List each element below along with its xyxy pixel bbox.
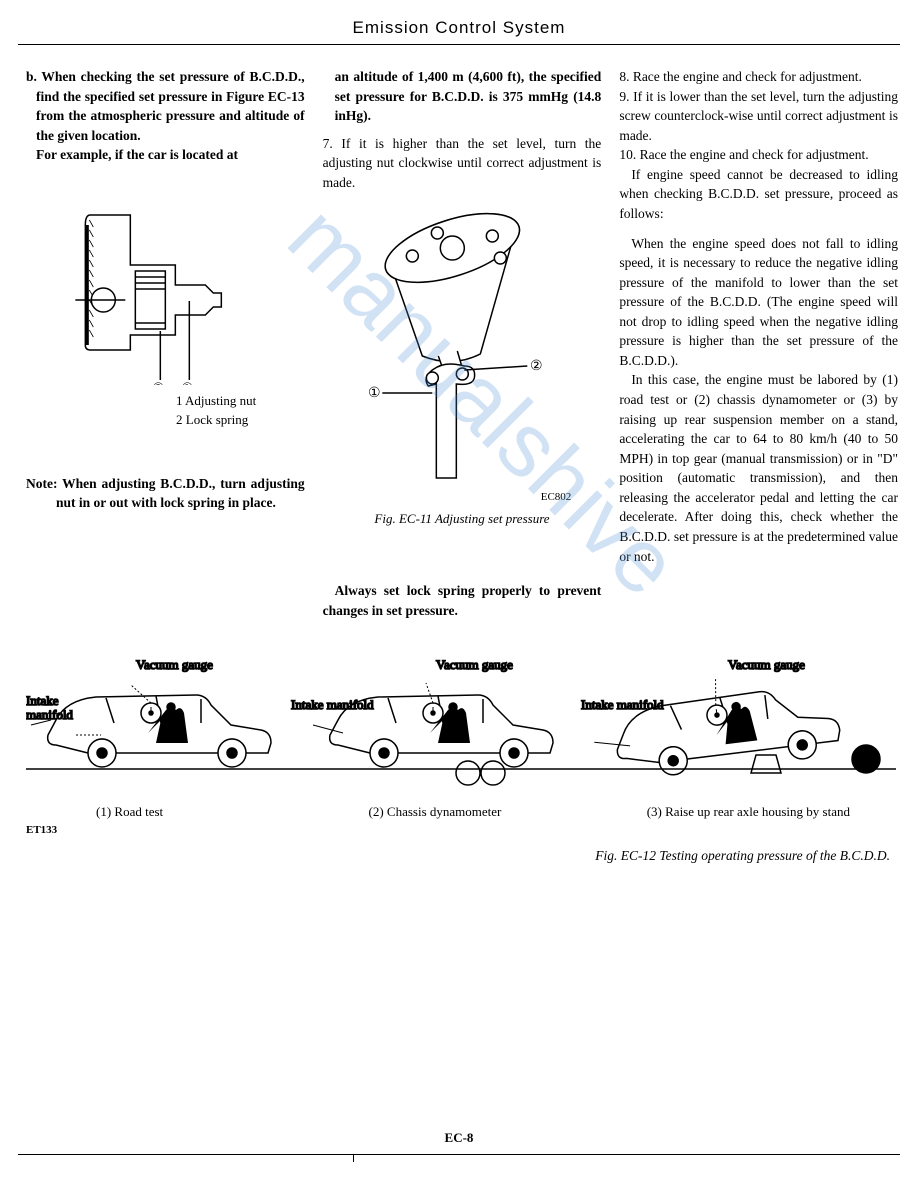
figure-code-ec802: EC802 — [323, 490, 572, 506]
paragraph-lockspring: Always set lock spring properly to preve… — [323, 581, 602, 620]
svg-text:Intake: Intake — [26, 693, 59, 708]
figure-caption-ec11: Fig. EC-11 Adjusting set pressure — [323, 510, 602, 529]
page-title: Emission Control System — [18, 0, 900, 45]
paragraph-b: b. When checking the set pressure of B.C… — [26, 67, 305, 145]
step-10: 10. Race the engine and check for adjust… — [619, 145, 898, 165]
figure-code-et133: ET133 — [26, 824, 900, 836]
wrench-callout-1: ① — [368, 386, 381, 401]
callout-2: ② — [153, 380, 165, 385]
figure-ec12-cars: Vacuum gauge Intake manifold Vacuum gaug… — [26, 647, 896, 797]
step-9: 9. If it is lower than the set level, tu… — [619, 87, 898, 146]
paragraph-example: For example, if the car is located at — [26, 145, 305, 165]
page-number: EC-8 — [18, 1114, 900, 1155]
figure-ec12-container: Vacuum gauge Intake manifold Vacuum gaug… — [26, 647, 900, 864]
note-label: Note: — [26, 476, 57, 491]
svg-text:manifold: manifold — [26, 707, 73, 722]
paragraph-altitude: an altitude of 1,400 m (4,600 ft), the s… — [323, 67, 602, 126]
step-7: 7. If it is higher than the set level, t… — [323, 134, 602, 193]
wrench-callout-2: ② — [530, 359, 543, 374]
svg-text:Intake manifold: Intake manifold — [581, 697, 664, 712]
figure-ec11: ① ② — [323, 198, 602, 488]
car-label-1: (1) Road test — [36, 804, 163, 820]
svg-text:Vacuum gauge: Vacuum gauge — [136, 657, 213, 672]
note-text: Note: When adjusting B.C.D.D., turn adju… — [26, 474, 305, 513]
car-label-3: (3) Raise up rear axle housing by stand — [647, 804, 890, 820]
svg-text:Vacuum gauge: Vacuum gauge — [728, 657, 805, 672]
legend-item-2: 2 Lock spring — [176, 410, 305, 430]
car-label-2: (2) Chassis dynamometer — [309, 804, 502, 820]
svg-text:Vacuum gauge: Vacuum gauge — [436, 657, 513, 672]
callout-1: ① — [182, 380, 194, 385]
figure-ec10-part: ① ② — [26, 185, 305, 385]
paragraph-engine-speed: When the engine speed does not fall to i… — [619, 234, 898, 371]
paragraph-in-this-case: In this case, the engine must be labored… — [619, 370, 898, 566]
legend-item-1: 1 Adjusting nut — [176, 391, 305, 411]
svg-text:Intake manifold: Intake manifold — [291, 697, 374, 712]
paragraph-if-engine: If engine speed cannot be decreased to i… — [619, 165, 898, 224]
figure-caption-ec12: Fig. EC-12 Testing operating pressure of… — [26, 848, 900, 864]
step-8: 8. Race the engine and check for adjustm… — [619, 67, 898, 87]
